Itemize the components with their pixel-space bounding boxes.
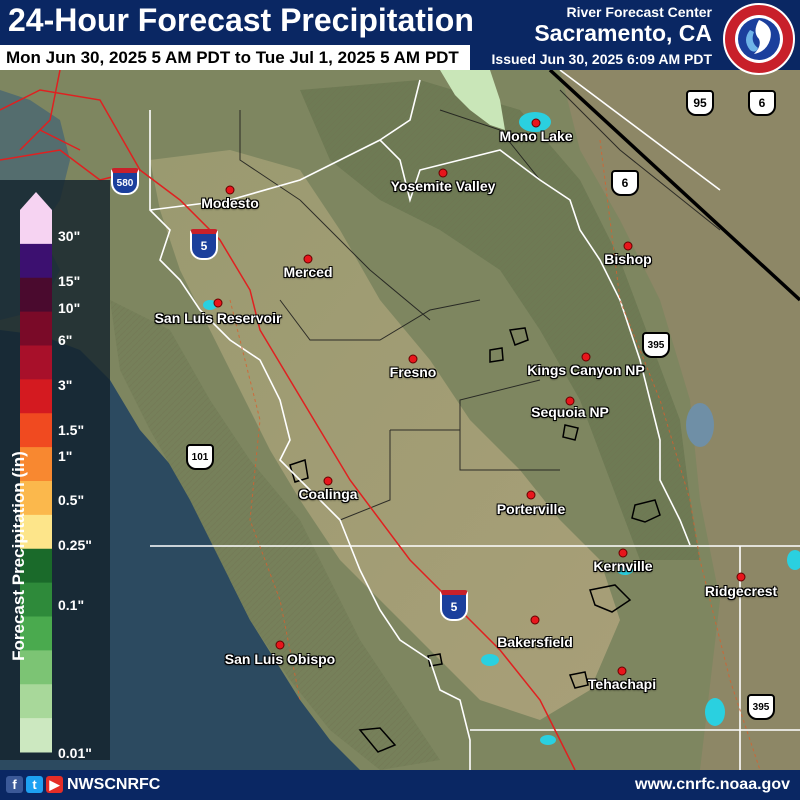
us-6-shield: 6 xyxy=(611,170,639,196)
legend-swatch xyxy=(20,447,52,482)
legend-swatch xyxy=(20,345,52,380)
city-label: Yosemite Valley xyxy=(390,178,496,194)
social-icons: f t ▶ xyxy=(6,776,63,793)
city-label: Bakersfield xyxy=(497,634,573,650)
legend-tick: 0.01" xyxy=(58,745,92,761)
us-101-shield: 101 xyxy=(186,444,214,470)
city-marker[interactable] xyxy=(581,352,591,362)
nws-logo-icon[interactable] xyxy=(722,2,796,76)
city-label: Merced xyxy=(283,264,333,280)
city-marker[interactable] xyxy=(623,241,633,251)
city-label: Fresno xyxy=(389,364,437,380)
legend-title: Forecast Precipitation (in) xyxy=(9,451,28,661)
legend-swatch xyxy=(20,684,52,719)
us-395-shield: 395 xyxy=(642,332,670,358)
city-marker[interactable] xyxy=(303,254,313,264)
website-link[interactable]: www.cnrfc.noaa.gov xyxy=(635,776,790,793)
legend-arrow xyxy=(20,192,52,210)
rfc-city: Sacramento, CA xyxy=(534,20,712,46)
legend-tick: 0.1" xyxy=(58,597,85,613)
interstate-580-shield: 580 xyxy=(111,168,139,195)
social-handle[interactable]: NWSCNRFC xyxy=(67,776,161,793)
city-marker[interactable] xyxy=(225,185,235,195)
city-marker[interactable] xyxy=(213,298,223,308)
city-marker[interactable] xyxy=(565,396,575,406)
city-marker[interactable] xyxy=(736,572,746,582)
youtube-icon[interactable]: ▶ xyxy=(46,776,63,793)
city-marker[interactable] xyxy=(275,640,285,650)
legend-swatch xyxy=(20,277,52,313)
legend-swatch xyxy=(20,311,52,346)
legend-swatch xyxy=(20,379,52,414)
us-395-shield: 395 xyxy=(747,694,775,720)
city-label: Ridgecrest xyxy=(704,583,778,599)
city-label: Tehachapi xyxy=(587,676,657,692)
rfc-label: River Forecast Center xyxy=(566,4,712,20)
interstate-5-shield: 5 xyxy=(190,229,218,260)
city-label: Kings Canyon NP xyxy=(527,362,645,378)
us-6-shield: 6 xyxy=(748,90,776,116)
city-marker[interactable] xyxy=(530,615,540,625)
city-label: Bishop xyxy=(604,251,652,267)
legend-tick: 0.5" xyxy=(58,492,85,508)
valid-period: Mon Jun 30, 2025 5 AM PDT to Tue Jul 1, … xyxy=(6,48,459,67)
legend-swatch xyxy=(20,210,52,245)
valid-period-bar: Mon Jun 30, 2025 5 AM PDT to Tue Jul 1, … xyxy=(0,45,470,70)
city-marker[interactable] xyxy=(323,476,333,486)
facebook-icon[interactable]: f xyxy=(6,776,23,793)
city-label: San Luis Reservoir xyxy=(154,310,282,326)
city-label: San Luis Obispo xyxy=(224,651,336,667)
legend-swatch xyxy=(20,650,52,685)
legend-swatch xyxy=(20,582,52,617)
city-marker[interactable] xyxy=(617,666,627,676)
legend-tick: 1" xyxy=(58,448,73,464)
legend-swatch xyxy=(20,548,52,584)
legend-tick: 6" xyxy=(58,332,73,348)
us-95-shield: 95 xyxy=(686,90,714,116)
legend-swatch xyxy=(20,514,52,550)
legend-tick: 3" xyxy=(58,377,73,393)
city-label: Sequoia NP xyxy=(531,404,609,420)
legend-swatch xyxy=(20,413,52,448)
interstate-5-shield: 5 xyxy=(440,590,468,621)
legend-tick: 0.25" xyxy=(58,537,92,553)
city-marker[interactable] xyxy=(408,354,418,364)
legend-tick: 1.5" xyxy=(58,422,85,438)
city-marker[interactable] xyxy=(531,118,541,128)
legend-swatch xyxy=(20,481,52,516)
twitter-icon[interactable]: t xyxy=(26,776,43,793)
city-label: Porterville xyxy=(496,501,566,517)
legend-color-bar xyxy=(20,192,52,753)
header-bar: 24-Hour Forecast Precipitation Mon Jun 3… xyxy=(0,0,800,75)
city-label: Coalinga xyxy=(298,486,358,502)
legend-swatch xyxy=(20,243,52,279)
legend-tick: 30" xyxy=(58,228,81,244)
city-label: Mono Lake xyxy=(499,128,573,144)
issued-time: Issued Jun 30, 2025 6:09 AM PDT xyxy=(491,51,712,67)
legend-swatch xyxy=(20,616,52,651)
legend-tick: 10" xyxy=(58,300,81,316)
legend-tick: 15" xyxy=(58,273,81,289)
city-marker[interactable] xyxy=(618,548,628,558)
city-label: Modesto xyxy=(201,195,259,211)
city-marker[interactable] xyxy=(526,490,536,500)
city-marker[interactable] xyxy=(438,168,448,178)
footer-bar: f t ▶ NWSCNRFC www.cnrfc.noaa.gov xyxy=(0,770,800,800)
precipitation-legend: Forecast Precipitation (in) 30" 15" 10" … xyxy=(0,180,110,761)
page-title: 24-Hour Forecast Precipitation xyxy=(8,2,474,38)
legend-swatch xyxy=(20,718,52,753)
city-label: Kernville xyxy=(593,558,653,574)
